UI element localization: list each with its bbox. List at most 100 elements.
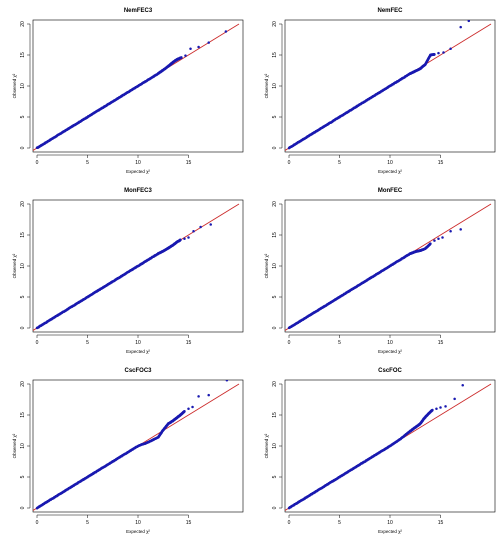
- data-point: [192, 230, 195, 233]
- data-point: [225, 380, 229, 382]
- data-point: [207, 41, 210, 44]
- y-tick-label: 5: [20, 115, 26, 118]
- y-tick-label: 20: [272, 381, 278, 387]
- y-axis-label: Observed χ²: [264, 253, 269, 278]
- x-axis-label: Expected χ²: [378, 169, 402, 174]
- x-tick-label: 15: [186, 520, 192, 526]
- y-axis-label: Observed χ²: [12, 73, 17, 98]
- data-point: [207, 393, 210, 397]
- data-point: [197, 395, 200, 398]
- data-point: [437, 237, 440, 240]
- qq-panel-3: MonFEC3 0 5 10 15 0 5 10 15 20 Expected χ² Observed…: [12, 188, 244, 354]
- data-point: [199, 225, 202, 229]
- plot-frame: [32, 379, 244, 513]
- y-tick-label: 20: [272, 21, 278, 27]
- data-point: [433, 239, 436, 242]
- plot-frame: [284, 19, 496, 153]
- y-tick-label: 10: [272, 263, 278, 269]
- data-point: [183, 410, 186, 413]
- plot-frame: [32, 199, 244, 333]
- y-tick-label: 20: [272, 201, 278, 207]
- y-tick-label: 15: [272, 52, 278, 58]
- plot-frame: [284, 379, 496, 513]
- data-point: [431, 408, 434, 412]
- data-point: [439, 406, 442, 409]
- x-tick-label: 5: [338, 520, 341, 526]
- data-points: [287, 228, 462, 330]
- y-tick-label: 10: [272, 443, 278, 449]
- y-tick-label: 20: [20, 21, 26, 27]
- x-tick-label: 10: [387, 520, 393, 526]
- data-points: [287, 20, 471, 150]
- data-point: [189, 47, 192, 51]
- panel-title: NemFEC3: [124, 8, 153, 14]
- data-point: [433, 53, 436, 56]
- panel-title: MonFEC3: [124, 188, 152, 194]
- qq-panel-1: NemFEC3 0 5 10 15 0 5 10 15 20 Expected χ² Observed…: [12, 8, 244, 174]
- panel-title: CscFOC3: [124, 368, 152, 374]
- y-tick-label: 15: [20, 412, 26, 418]
- data-point: [442, 51, 445, 54]
- data-point: [449, 47, 452, 51]
- x-tick-label: 10: [135, 520, 141, 526]
- y-axis-label: Observed χ²: [264, 433, 269, 458]
- data-point: [461, 383, 464, 387]
- panel-title: MonFEC: [378, 188, 403, 194]
- panel-title: CscFOC: [378, 368, 402, 374]
- data-point: [180, 56, 183, 59]
- qq-panel-2: NemFEC 0 5 10 15 0 5 10 15 20 Expected χ² Observed …: [264, 8, 496, 174]
- x-tick-label: 10: [387, 160, 393, 166]
- x-tick-label: 5: [86, 160, 89, 166]
- x-axis-label: Expected χ²: [378, 529, 402, 534]
- y-tick-label: 0: [272, 146, 278, 149]
- x-tick-label: 0: [288, 160, 291, 166]
- data-point: [209, 223, 212, 226]
- x-tick-label: 5: [86, 340, 89, 346]
- y-tick-label: 10: [20, 443, 26, 449]
- data-point: [224, 30, 228, 33]
- data-point: [453, 397, 456, 401]
- y-tick-label: 10: [272, 83, 278, 89]
- data-point: [437, 51, 440, 55]
- y-tick-label: 15: [20, 52, 26, 58]
- y-tick-label: 10: [20, 83, 26, 89]
- data-point: [459, 25, 462, 29]
- data-point: [449, 230, 452, 233]
- data-point: [435, 407, 438, 411]
- x-tick-label: 0: [36, 160, 39, 166]
- data-point: [184, 54, 187, 57]
- data-point: [197, 45, 200, 49]
- y-tick-label: 0: [272, 326, 278, 329]
- x-axis-label: Expected χ²: [378, 349, 402, 354]
- x-tick-label: 0: [288, 520, 291, 526]
- x-tick-label: 10: [135, 160, 141, 166]
- data-point: [429, 242, 432, 245]
- data-point: [444, 405, 447, 408]
- x-tick-label: 15: [438, 520, 444, 526]
- plot-frame: [32, 19, 244, 153]
- data-point: [441, 236, 444, 239]
- data-points: [287, 383, 464, 510]
- x-tick-label: 15: [186, 340, 192, 346]
- x-axis-label: Expected χ²: [126, 349, 150, 354]
- y-axis-label: Observed χ²: [12, 253, 17, 278]
- data-point: [187, 236, 190, 239]
- y-tick-label: 15: [20, 232, 26, 238]
- data-points: [35, 30, 228, 150]
- data-points: [35, 380, 229, 510]
- qq-panel-5: CscFOC3 0 5 10 15 0 5 10 15 20 Expected χ² Observed…: [12, 368, 244, 534]
- y-axis-label: Observed χ²: [264, 73, 269, 98]
- panel-title: NemFEC: [377, 8, 403, 14]
- data-point: [191, 405, 194, 409]
- data-point: [183, 237, 186, 240]
- y-tick-label: 0: [20, 326, 26, 329]
- y-tick-label: 5: [20, 475, 26, 478]
- y-axis-label: Observed χ²: [12, 433, 17, 458]
- y-tick-label: 0: [272, 506, 278, 509]
- x-tick-label: 0: [36, 520, 39, 526]
- y-tick-label: 20: [20, 201, 26, 207]
- plot-frame: [284, 199, 496, 333]
- y-tick-label: 15: [272, 232, 278, 238]
- y-tick-label: 5: [272, 475, 278, 478]
